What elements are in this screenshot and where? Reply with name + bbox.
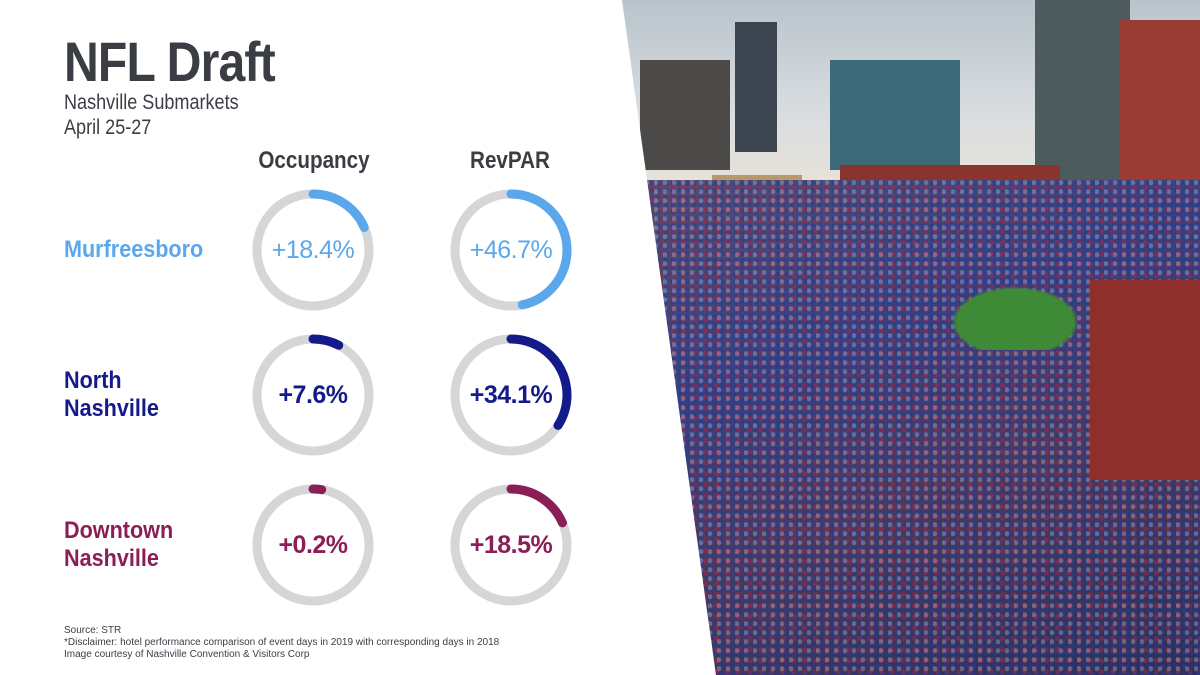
row-label-line: Nashville <box>64 395 159 422</box>
source-note: Source: STR <box>64 625 122 636</box>
tower-building <box>735 22 777 152</box>
occupancy-donut-svg <box>252 189 374 311</box>
donut-arc-occupancy-downtown-nashville <box>252 484 374 606</box>
glass-building <box>830 60 960 170</box>
disclaimer-note: *Disclaimer: hotel performance compariso… <box>64 637 500 648</box>
donut-arc-revpar-north-nashville <box>450 334 572 456</box>
date-range: April 25-27 <box>64 116 152 139</box>
footnotes: Source: STR *Disclaimer: hotel performan… <box>64 625 499 661</box>
row-label-north-nashville: North Nashville <box>64 367 159 423</box>
image-credit: Image courtesy of Nashville Convention &… <box>64 649 310 660</box>
donut-arc-occupancy-murfreesboro <box>252 189 374 311</box>
row-label-line: Murfreesboro <box>64 236 204 263</box>
trees <box>940 280 1090 350</box>
brick-building-lower-right <box>1090 280 1200 480</box>
occupancy-donut-north-nashville: +7.6% <box>248 330 378 460</box>
donut-arc-revpar-downtown-nashville <box>450 484 572 606</box>
occupancy-donut-svg <box>252 484 374 606</box>
revpar-donut-svg <box>450 189 572 311</box>
page-title: NFL Draft <box>64 30 276 93</box>
column-header-occupancy: Occupancy <box>258 147 370 174</box>
occupancy-donut-downtown-nashville: +0.2% <box>248 480 378 610</box>
donut-value-label: +46.7% <box>469 235 553 264</box>
occupancy-donut-murfreesboro: +18.4% <box>248 185 378 315</box>
donut-value-label: +7.6% <box>278 380 348 409</box>
row-label-line: Downtown <box>64 517 174 544</box>
revpar-donut-north-nashville: +34.1% <box>446 330 576 460</box>
row-label-line: North <box>64 367 122 394</box>
donut-arc-revpar-murfreesboro <box>450 189 572 311</box>
row-label-murfreesboro: Murfreesboro <box>64 236 203 264</box>
donut-arc-occupancy-north-nashville <box>252 334 374 456</box>
revpar-donut-murfreesboro: +46.7% <box>446 185 576 315</box>
revpar-donut-svg <box>450 334 572 456</box>
row-label-line: Nashville <box>64 545 159 572</box>
row-label-downtown-nashville: Downtown Nashville <box>64 517 173 573</box>
right-tower <box>1035 0 1130 190</box>
donut-value-label: +18.5% <box>469 530 553 559</box>
column-header-revpar: RevPAR <box>470 147 550 174</box>
donut-value-label: +0.2% <box>278 530 348 559</box>
occupancy-donut-svg <box>252 334 374 456</box>
page-subtitle: Nashville Submarkets <box>64 91 239 114</box>
revpar-donut-svg <box>450 484 572 606</box>
revpar-donut-downtown-nashville: +18.5% <box>446 480 576 610</box>
donut-value-label: +34.1% <box>469 380 553 409</box>
donut-value-label: +18.4% <box>271 235 355 264</box>
construction-building <box>640 60 730 170</box>
